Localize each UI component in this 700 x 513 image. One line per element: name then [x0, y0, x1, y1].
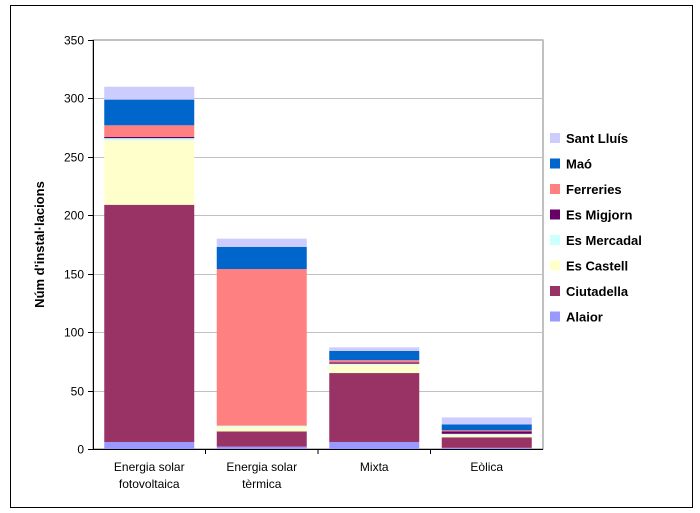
bar-segment: [104, 125, 195, 137]
legend-swatch: [550, 158, 560, 169]
legend-swatch: [550, 286, 560, 296]
bar-segment: [104, 136, 195, 139]
y-tick-label: 50: [71, 385, 85, 399]
bar-segment: [441, 433, 532, 435]
bar-segment: [104, 99, 195, 126]
bar-segment: [216, 269, 307, 426]
bar-segment: [329, 360, 420, 363]
legend-swatch: [550, 209, 560, 220]
bar-segment: [329, 363, 420, 365]
legend-label: Es Mercadal: [566, 233, 642, 248]
bar-segment: [216, 446, 307, 449]
y-tick-label: 250: [64, 151, 84, 165]
bar-segment: [216, 431, 307, 447]
bar-segment: [216, 426, 307, 432]
bar-segment: [104, 441, 195, 449]
legend-label: Ferreries: [566, 182, 622, 197]
bar-segment: [441, 424, 532, 431]
legend-label: Es Castell: [566, 259, 628, 274]
bar-segment: [216, 238, 307, 247]
y-tick-label: 200: [64, 209, 84, 223]
legend-swatch: [550, 235, 560, 245]
y-axis-label: Núm d'instal·lacions: [32, 181, 47, 308]
legend-swatch: [550, 311, 560, 322]
x-tick-label: Energia solar: [226, 460, 297, 474]
legend-swatch: [550, 260, 560, 271]
bar-segment: [104, 138, 195, 141]
legend-label: Ciutadella: [566, 284, 629, 299]
y-tick-label: 350: [64, 34, 84, 48]
y-tick-label: 100: [64, 326, 84, 340]
bar-segment: [104, 204, 195, 442]
y-tick-label: 0: [77, 443, 84, 457]
bar-segment: [329, 441, 420, 449]
x-tick-label: Energia solar: [114, 460, 185, 474]
bar-segment: [329, 373, 420, 442]
legend-label: Sant Lluís: [566, 131, 628, 146]
legend-swatch: [550, 184, 560, 194]
bar-segment: [329, 347, 420, 351]
bar-segment: [216, 425, 307, 427]
bar-segment: [441, 434, 532, 438]
bar-segment: [329, 364, 420, 374]
x-tick-label: Eòlica: [470, 460, 503, 474]
x-tick-label: Mixta: [360, 460, 389, 474]
x-tick-label: tèrmica: [242, 477, 282, 491]
bar-segment: [104, 140, 195, 205]
bar-segment: [216, 246, 307, 270]
bar-segment: [441, 437, 532, 448]
x-tick-label: fotovoltaica: [119, 477, 180, 491]
legend-swatch: [550, 133, 560, 143]
bar-segment: [441, 430, 532, 432]
bar-segment: [441, 447, 532, 449]
legend-label: Maó: [566, 157, 592, 172]
y-tick-label: 300: [64, 92, 84, 106]
legend-label: Es Migjorn: [566, 208, 633, 223]
bar-segment: [104, 86, 195, 100]
bar-segment: [329, 362, 420, 364]
bar-segment: [441, 417, 532, 425]
y-tick-label: 150: [64, 268, 84, 282]
bar-segment: [329, 350, 420, 361]
legend-label: Alaior: [566, 310, 603, 325]
bar-segment: [441, 431, 532, 434]
